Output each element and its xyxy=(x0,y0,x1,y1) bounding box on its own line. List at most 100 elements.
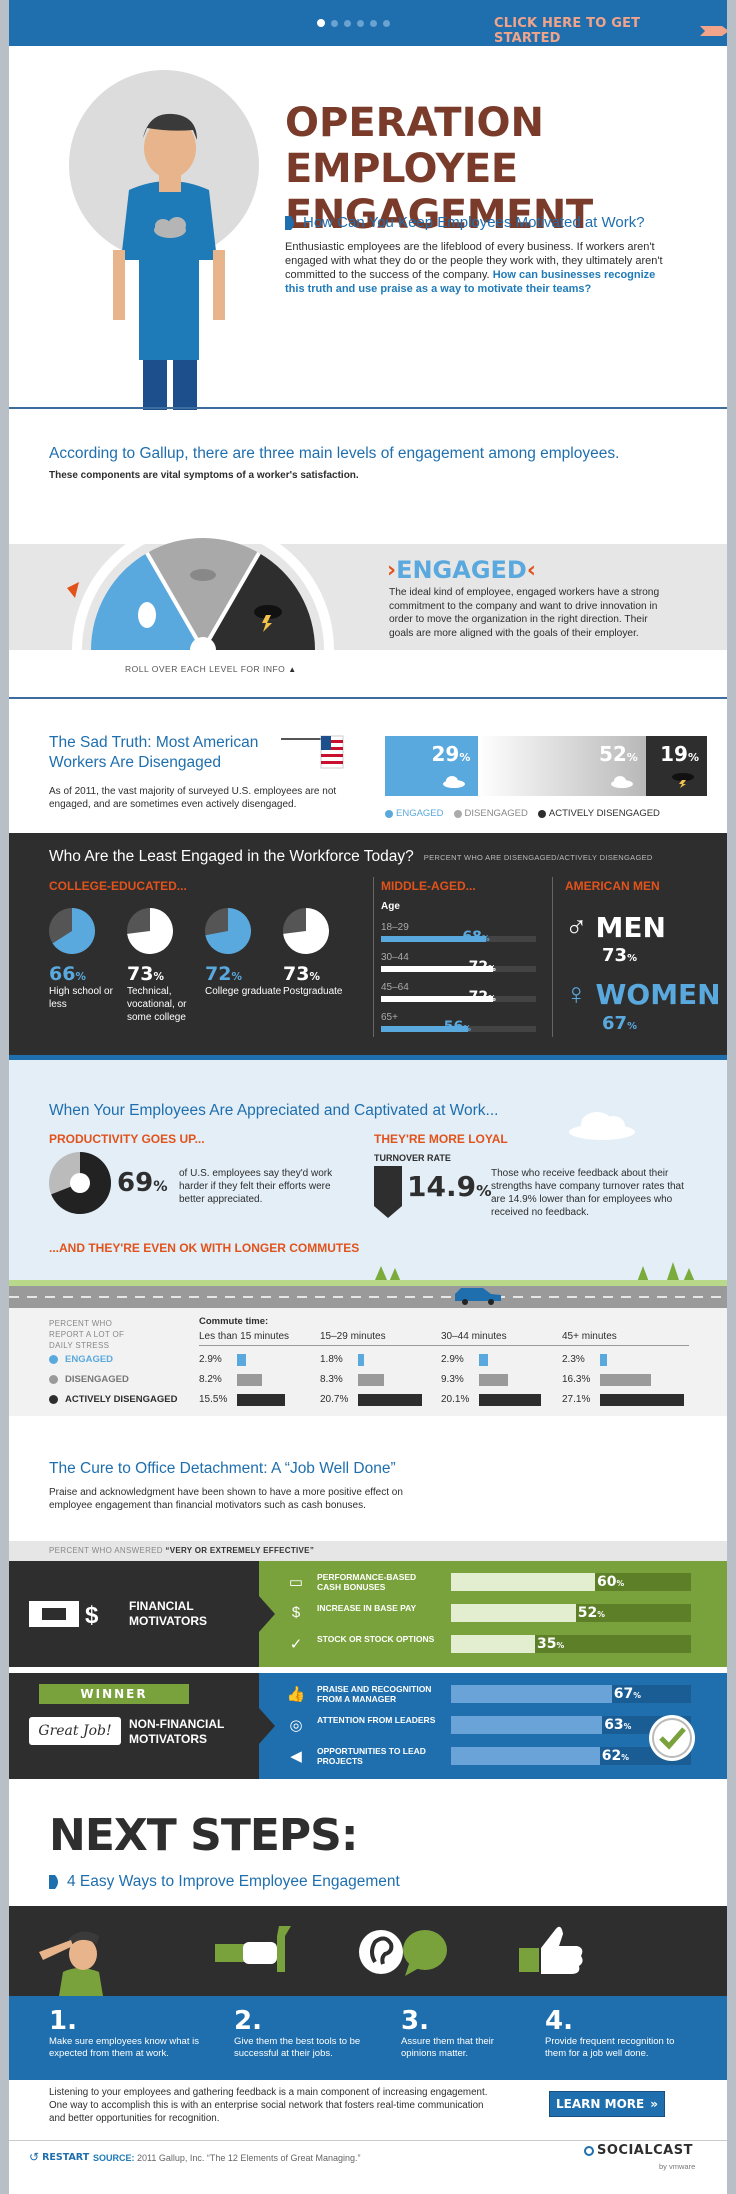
dot[interactable] xyxy=(357,19,364,27)
commute-row-label: ENGAGED xyxy=(65,1354,114,1365)
motivator-label: PERFORMANCE-BASED CASH BONUSES xyxy=(317,1572,417,1592)
commute-bar xyxy=(237,1354,246,1366)
step-1: 1. Make sure employees know what is expe… xyxy=(49,2006,199,2060)
hero-subtitle: How Can You Keep Employees Motivated at … xyxy=(285,214,645,231)
age-row-pct: 72% xyxy=(468,959,496,975)
step-number: 3. xyxy=(401,2006,429,2036)
motivator-label: INCREASE IN BASE PAY xyxy=(317,1603,417,1613)
commute-bar xyxy=(600,1354,608,1366)
svg-text:$: $ xyxy=(85,1602,99,1629)
dot[interactable] xyxy=(331,19,338,27)
motivator-row: ✓ STOCK OR STOCK OPTIONS 35% xyxy=(281,1631,721,1659)
footer-source: SOURCE: 2011 Gallup, Inc. “The 12 Elemen… xyxy=(93,2153,360,2163)
cure-note: PERCENT WHO ANSWERED “VERY OR EXTREMELY … xyxy=(49,1546,314,1555)
commute-row: DISENGAGED 8.2% 8.3% 9.3% 16.3% xyxy=(9,1372,727,1390)
dot[interactable] xyxy=(383,19,390,27)
women-stat: ♀ WOMEN xyxy=(565,978,721,1011)
target-icon: ◎ xyxy=(289,1717,303,1734)
rollover-text: ROLL OVER EACH LEVEL FOR INFO xyxy=(125,664,286,674)
dot-active[interactable] xyxy=(317,19,325,27)
productivity-pct: 69% xyxy=(117,1168,168,1198)
step-4: 4. Provide frequent recognition to them … xyxy=(545,2006,695,2060)
learn-more-button[interactable]: LEARN MORE » xyxy=(549,2091,665,2117)
women-label: WOMEN xyxy=(595,978,721,1011)
split-active: 19% xyxy=(645,736,707,796)
gauge-disengaged[interactable] xyxy=(147,537,259,650)
commute-row-head: PERCENT WHO REPORT A LOT OF DAILY STRESS xyxy=(49,1319,125,1350)
get-started-button[interactable]: CLICK HERE TO GET STARTED xyxy=(494,16,727,46)
age-row: 65+ 56% xyxy=(381,1011,541,1041)
restart-button[interactable]: ↺ RESTART xyxy=(29,2150,89,2164)
dot[interactable] xyxy=(344,19,351,27)
car-icon xyxy=(455,1288,501,1301)
men-pct: 73% xyxy=(602,945,637,966)
age-row-pct: 72% xyxy=(468,989,496,1005)
closing-text: Listening to your employees and gatherin… xyxy=(49,2087,488,2124)
pagination-dots[interactable] xyxy=(317,19,390,27)
college-pct: 66% xyxy=(49,963,86,985)
footer-rule xyxy=(9,2140,727,2141)
college-pct: 73% xyxy=(283,963,320,985)
age-bar-fill xyxy=(381,1026,468,1032)
cloud-icon xyxy=(569,1112,635,1140)
motivator-pct: 52% xyxy=(577,1605,605,1621)
saluting-employee-icon xyxy=(39,1931,103,1996)
learn-more-label: LEARN MORE xyxy=(556,2097,645,2111)
turnover-label: TURNOVER RATE xyxy=(374,1153,451,1163)
age-bar-fill xyxy=(381,996,493,1002)
commute-value: 1.8% xyxy=(320,1354,343,1365)
gauge-active[interactable] xyxy=(203,553,315,650)
commute-bar xyxy=(479,1374,508,1386)
step-number: 4. xyxy=(545,2006,573,2036)
step-text: Assure them that their opinions matter. xyxy=(401,2036,494,2059)
selected-level-name: ENGAGED xyxy=(396,556,527,584)
commute-value: 8.3% xyxy=(320,1374,343,1385)
chevron-right-icon xyxy=(259,1708,275,1744)
selected-level-title: › ENGAGED ‹ xyxy=(387,556,536,584)
socialcast-logo: SOCIALCAST xyxy=(584,2143,693,2158)
legend-dot-icon xyxy=(385,809,393,818)
commute-table: PERCENT WHO REPORT A LOT OF DAILY STRESS… xyxy=(9,1308,727,1416)
road-illustration xyxy=(9,1262,727,1308)
top-nav-bar: CLICK HERE TO GET STARTED xyxy=(9,0,727,46)
commute-value: 2.9% xyxy=(199,1354,222,1365)
commute-col: Les than 15 minutes xyxy=(199,1331,290,1342)
age-row-label: 18–29 xyxy=(381,922,409,933)
dot[interactable] xyxy=(370,19,377,27)
college-title: COLLEGE-EDUCATED... xyxy=(49,879,187,893)
motivator-row: $ INCREASE IN BASE PAY 52% xyxy=(281,1600,721,1628)
next-steps-title: NEXT STEPS: xyxy=(49,1810,358,1861)
sad-truth-title: The Sad Truth: Most American Workers Are… xyxy=(49,734,259,771)
brand-name: SOCIALCAST xyxy=(597,2143,693,2158)
triangle-up-icon: ▲ xyxy=(288,664,297,674)
restart-label: RESTART xyxy=(42,2151,90,2163)
steps-text-band: 1. Make sure employees know what is expe… xyxy=(9,1996,727,2080)
step-3: 3. Assure them that their opinions matte… xyxy=(401,2006,521,2060)
engagement-gauge[interactable] xyxy=(63,520,353,670)
gauge-engaged[interactable] xyxy=(91,553,203,650)
split-disengaged: 52% xyxy=(478,736,646,796)
divider xyxy=(9,407,727,409)
engagement-split-bar: 29% 52% 19% xyxy=(385,736,707,796)
age-bar-fill xyxy=(381,966,493,972)
next-subtitle: 4 Easy Ways to Improve Employee Engageme… xyxy=(49,1873,400,1891)
step-text: Make sure employees know what is expecte… xyxy=(49,2036,199,2059)
college-label: Technical, vocational, or some college xyxy=(127,986,187,1023)
college-pie xyxy=(127,908,173,954)
college-item: 72% College graduate xyxy=(205,908,285,998)
divider xyxy=(9,697,727,699)
rollover-hint: ROLL OVER EACH LEVEL FOR INFO ▲ xyxy=(125,664,296,674)
college-pct: 73% xyxy=(127,963,164,985)
cure-note-bar: PERCENT WHO ANSWERED “VERY OR EXTREMELY … xyxy=(9,1541,727,1561)
checkmark-badge-icon xyxy=(649,1715,695,1761)
age-row-label: 30–44 xyxy=(381,952,409,963)
age-row-label: 65+ xyxy=(381,1012,398,1023)
loyal-text: Those who receive feedback about their s… xyxy=(491,1168,684,1218)
financial-label: FINANCIAL MOTIVATORS xyxy=(129,1599,207,1628)
commute-bar xyxy=(237,1394,286,1406)
productivity-title: PRODUCTIVITY GOES UP... xyxy=(49,1132,205,1146)
age-bars: 18–29 68% 30–44 72% 45–64 72% 65+ 56% xyxy=(381,921,541,1041)
chevron-right-icon xyxy=(259,1596,275,1632)
hero-body-text: Enthusiastic employees are the lifeblood… xyxy=(285,241,663,281)
commute-value: 15.5% xyxy=(199,1394,228,1405)
